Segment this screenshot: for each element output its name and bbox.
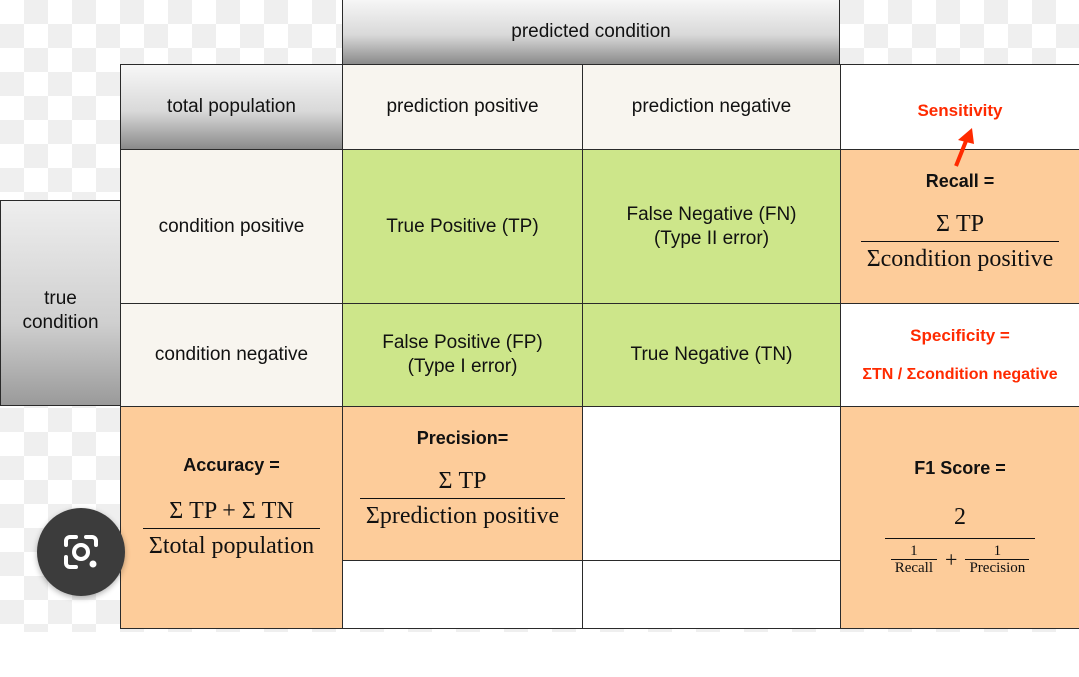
precision-denominator: Σprediction positive — [359, 497, 566, 531]
arrow-up-icon — [954, 128, 974, 167]
condition-negative-label: condition negative — [154, 344, 309, 366]
recall-cell: Recall = Σ TP Σcondition positive — [840, 149, 1079, 304]
predicted-condition-label: predicted condition — [511, 20, 671, 42]
false-positive-cell: False Positive (FP) (Type I error) — [342, 303, 583, 407]
sensitivity-label: Sensitivity — [917, 101, 1003, 121]
accuracy-cell: Accuracy = Σ TP + Σ TN Σtotal population — [120, 406, 343, 629]
google-lens-icon — [64, 535, 98, 569]
recall-denominator: Σcondition positive — [860, 240, 1060, 274]
accuracy-denominator: Σtotal population — [142, 528, 321, 561]
prediction-negative-label: prediction negative — [631, 96, 792, 118]
accuracy-formula: Σ TP + Σ TN Σtotal population — [142, 496, 321, 561]
recall-title: Recall = — [925, 171, 995, 191]
precision-cell: Precision= Σ TP Σprediction positive — [342, 406, 583, 561]
specificity-cell: Specificity = ΣTN / Σcondition negative — [840, 303, 1079, 407]
type-i-error-label: (Type I error) — [407, 356, 518, 377]
type-ii-error-label: (Type II error) — [653, 227, 770, 249]
precision-formula: Σ TP Σprediction positive — [359, 466, 566, 531]
empty-cell-1 — [342, 560, 583, 629]
condition-negative-header: condition negative — [120, 303, 343, 407]
condition-positive-header: condition positive — [120, 149, 343, 304]
f1-score-title: F1 Score = — [914, 458, 1006, 478]
accuracy-title: Accuracy = — [183, 454, 280, 475]
prediction-positive-header: prediction positive — [342, 64, 583, 150]
precision-numerator: Σ TP — [438, 467, 487, 494]
false-negative-label: False Negative (FN) — [626, 203, 797, 225]
f1-plus: + — [945, 546, 958, 572]
f1-denominator: 1 Recall + 1 Precision — [884, 537, 1036, 577]
f1-term-recall: 1 Recall — [890, 542, 938, 577]
google-lens-button[interactable] — [37, 508, 125, 596]
recall-numerator: Σ TP — [936, 210, 984, 237]
f1-term-precision: 1 Precision — [965, 542, 1030, 577]
true-condition-header: true condition — [0, 200, 121, 406]
recall-formula: Σ TP Σcondition positive — [860, 209, 1060, 274]
f1-score-formula: 2 1 Recall + 1 Precision — [884, 502, 1036, 577]
total-population-header: total population — [120, 64, 343, 150]
true-condition-label-2: condition — [22, 312, 99, 333]
f1-score-cell: F1 Score = 2 1 Recall + 1 Precision — [840, 406, 1079, 629]
empty-cell-2 — [582, 406, 841, 561]
false-negative-cell: False Negative (FN) (Type II error) — [582, 149, 841, 304]
f1-term2-den: Precision — [965, 559, 1030, 577]
accuracy-numerator: Σ TP + Σ TN — [169, 498, 294, 525]
true-condition-label-1: true — [44, 288, 77, 310]
empty-cell-3 — [582, 560, 841, 629]
true-positive-label: True Positive (TP) — [386, 215, 539, 237]
prediction-positive-label: prediction positive — [386, 96, 539, 118]
true-negative-label: True Negative (TN) — [630, 344, 793, 366]
total-population-label: total population — [167, 96, 296, 118]
prediction-negative-header: prediction negative — [582, 64, 841, 150]
false-positive-label: False Positive (FP) — [382, 332, 543, 354]
f1-term1-num: 1 — [910, 542, 918, 559]
predicted-condition-header: predicted condition — [342, 0, 840, 65]
true-positive-cell: True Positive (TP) — [342, 149, 583, 304]
true-negative-cell: True Negative (TN) — [582, 303, 841, 407]
specificity-title: Specificity = — [910, 326, 1010, 346]
f1-term2-num: 1 — [993, 542, 1002, 559]
specificity-formula: ΣTN / Σcondition negative — [862, 365, 1058, 383]
sensitivity-header: Sensitivity — [840, 64, 1079, 150]
f1-term1-den: Recall — [890, 559, 938, 577]
f1-numerator: 2 — [953, 503, 966, 530]
precision-title: Precision= — [416, 428, 509, 448]
condition-positive-label: condition positive — [158, 215, 305, 237]
